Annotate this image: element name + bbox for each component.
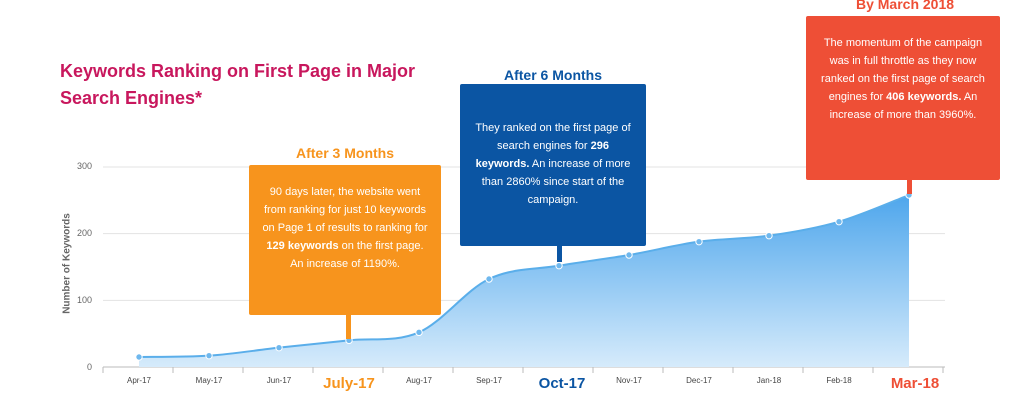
callout-3-months-bold: 129 keywords bbox=[266, 240, 339, 252]
x-highlight-mar-18: Mar-18 bbox=[890, 375, 940, 392]
x-tick-jan-18: Jan-18 bbox=[756, 376, 782, 385]
data-point-dec-17[interactable] bbox=[695, 237, 703, 246]
data-point-aug-17[interactable] bbox=[415, 328, 423, 337]
data-point-jun-17[interactable] bbox=[275, 343, 283, 352]
callout-3-months-text-2: on the first page. An increase of 1190%. bbox=[290, 240, 424, 270]
callout-3-months-heading: After 3 Months bbox=[296, 145, 394, 161]
callout-march-2018-text-1: The momentum of the campaign was in full… bbox=[821, 37, 985, 103]
callout-3-months: 90 days later, the website went from ran… bbox=[249, 165, 441, 315]
callout-march-2018-bold: 406 keywords. bbox=[886, 91, 962, 103]
chart-title: Keywords Ranking on First Page in Major … bbox=[60, 61, 416, 108]
callout-march-2018-stem bbox=[907, 180, 912, 194]
x-tick-jun-17: Jun-17 bbox=[266, 376, 292, 385]
callout-march-2018-text-2: An increase of more than 3960%. bbox=[829, 91, 978, 121]
series-area bbox=[139, 195, 909, 367]
x-tick-apr-17: Apr-17 bbox=[126, 376, 151, 385]
y-axis-label: Number of Keywords bbox=[61, 213, 73, 314]
data-point-feb-18[interactable] bbox=[835, 217, 843, 226]
x-tick-dec-17: Dec-17 bbox=[686, 376, 712, 385]
x-tick-nov-17: Nov-17 bbox=[616, 376, 642, 385]
data-point-apr-17[interactable] bbox=[135, 353, 143, 361]
data-point-may-17[interactable] bbox=[205, 351, 213, 360]
data-point-oct-17[interactable] bbox=[555, 261, 563, 270]
data-point-sep-17[interactable] bbox=[485, 275, 493, 283]
data-point-nov-17[interactable] bbox=[625, 251, 633, 259]
x-tick-sep-17: Sep-17 bbox=[476, 376, 502, 385]
callout-march-2018-heading: By March 2018 bbox=[855, 0, 955, 12]
x-tick-aug-17: Aug-17 bbox=[406, 376, 432, 385]
y-tick-300: 300 bbox=[76, 161, 92, 171]
data-point-jan-18[interactable] bbox=[765, 231, 773, 240]
y-tick-100: 100 bbox=[76, 295, 92, 305]
callout-3-months-text-1: 90 days later, the website went from ran… bbox=[262, 186, 428, 234]
callout-3-months-stem bbox=[346, 315, 351, 339]
callout-6-months-bold: 296 keywords. bbox=[475, 140, 609, 170]
callout-6-months-stem bbox=[557, 246, 562, 262]
data-points bbox=[135, 191, 913, 361]
callout-march-2018: The momentum of the campaign was in full… bbox=[806, 16, 1000, 180]
callout-6-months: They ranked on the first page of search … bbox=[460, 84, 646, 246]
x-tick-feb-18: Feb-18 bbox=[826, 376, 852, 385]
callout-6-months-text-1: They ranked on the first page of search … bbox=[475, 122, 631, 152]
y-tick-200: 200 bbox=[76, 228, 92, 238]
y-tick-0: 0 bbox=[86, 362, 92, 372]
x-highlight-oct-17: Oct-17 bbox=[538, 375, 586, 392]
callout-6-months-heading: After 6 Months bbox=[504, 67, 602, 83]
series-line bbox=[138, 194, 910, 358]
callout-6-months-text-2: An increase of more than 2860% since sta… bbox=[481, 158, 631, 206]
x-highlight-july-17: July-17 bbox=[323, 375, 375, 392]
x-tick-may-17: May-17 bbox=[195, 376, 223, 385]
